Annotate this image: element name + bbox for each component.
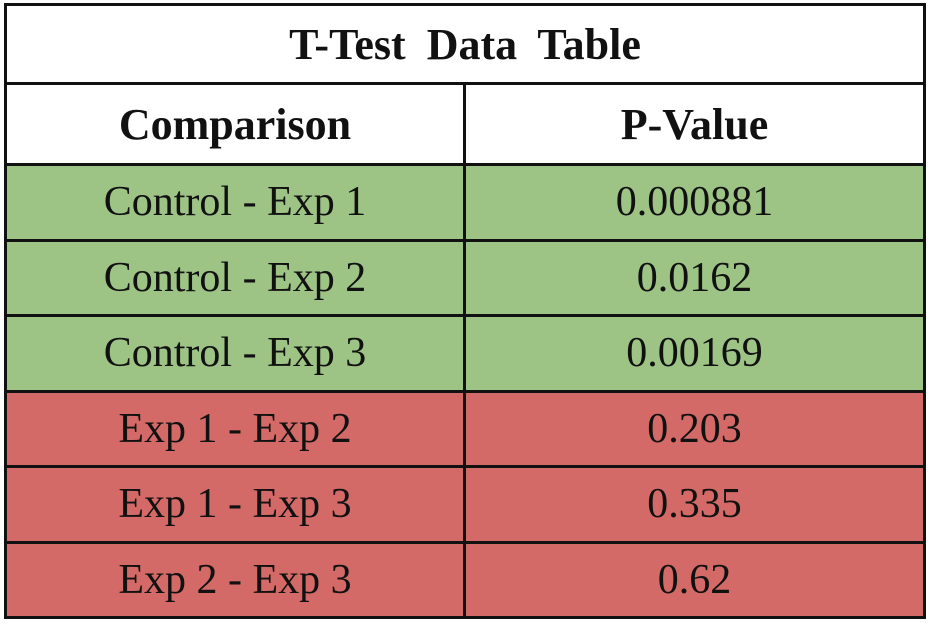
row-2-comparison: Control - Exp 2	[7, 241, 463, 314]
row-5-comparison: Exp 1 - Exp 3	[7, 468, 463, 541]
row-2-p-value: 0.0162	[466, 241, 923, 314]
row-1-p-value: 0.000881	[466, 166, 923, 239]
row-4-comparison: Exp 1 - Exp 2	[7, 392, 463, 465]
row-6-comparison: Exp 2 - Exp 3	[7, 543, 463, 616]
t-test-table: T-Test Data Table Comparison P-Value Con…	[4, 3, 926, 619]
header-comparison: Comparison	[7, 85, 463, 163]
row-3-p-value: 0.00169	[466, 317, 923, 390]
header-p-value: P-Value	[466, 85, 923, 163]
row-3-comparison: Control - Exp 3	[7, 317, 463, 390]
row-1-comparison: Control - Exp 1	[7, 166, 463, 239]
table-title: T-Test Data Table	[7, 6, 923, 82]
row-4-p-value: 0.203	[466, 392, 923, 465]
row-5-p-value: 0.335	[466, 468, 923, 541]
row-6-p-value: 0.62	[466, 543, 923, 616]
